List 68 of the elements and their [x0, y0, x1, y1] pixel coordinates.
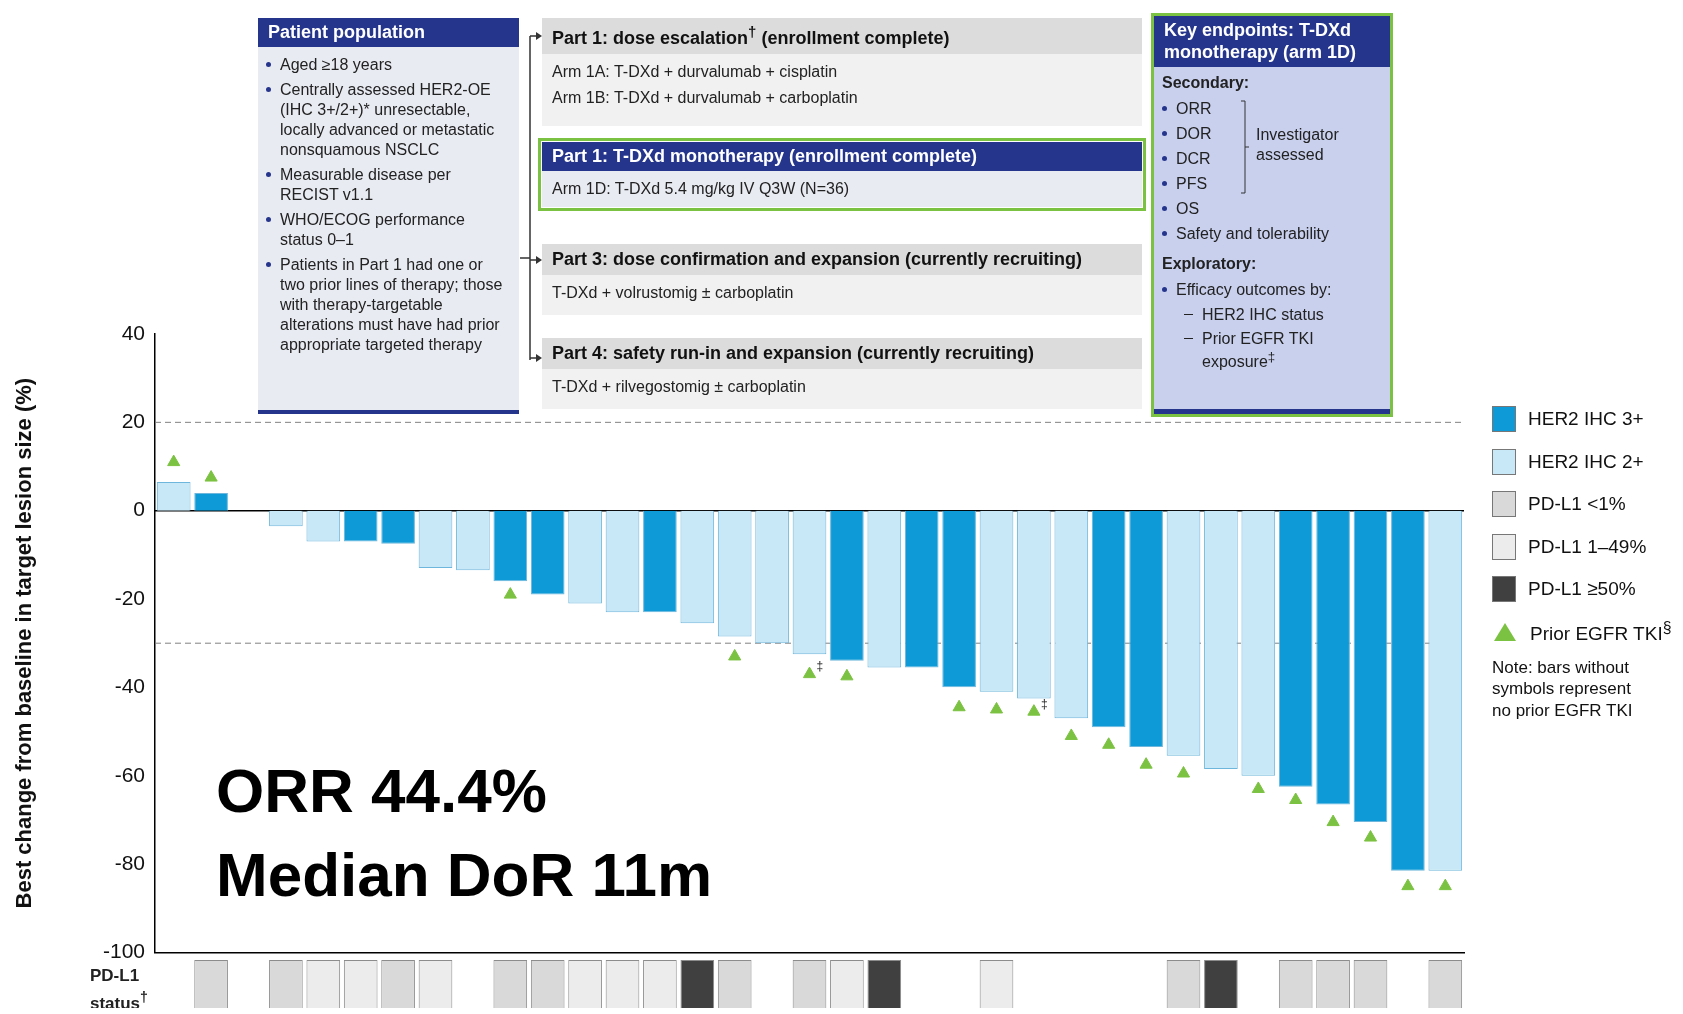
y-tick-label: -20 [114, 585, 145, 609]
point [1438, 878, 1452, 891]
y-tick-label: 40 [121, 320, 145, 344]
point [728, 648, 742, 661]
y-tick-label: -80 [114, 850, 145, 874]
text: HER2 IHC status [1202, 306, 1324, 324]
text: OS [1176, 200, 1200, 218]
point [1401, 878, 1415, 891]
y-tick-label: -40 [114, 674, 145, 698]
y-tick-label: 20 [121, 409, 145, 433]
y-axis-title: Best change from baseline in target lesion size (%) [11, 377, 37, 909]
legend-label: PD-L1 <1% [1528, 492, 1626, 517]
point [952, 699, 966, 712]
point [1251, 781, 1265, 793]
annotation: Median DoR 11m [216, 840, 713, 909]
annotation: T-DXd + rilvegostomig ± carboplatin [542, 369, 1142, 409]
y-tick-label: -100 [102, 939, 145, 963]
point [1139, 757, 1153, 769]
legend-label: Prior EGFR TKI$^{§}$ [1530, 617, 1672, 646]
text: Efficacy outcomes by: [1176, 281, 1332, 299]
text: DOR [1176, 125, 1212, 143]
point [1363, 830, 1378, 842]
point [167, 454, 181, 467]
text: Part 1: dose escalation$^{†}$ (enrollment complete) [552, 23, 950, 48]
text: Patient population [268, 22, 425, 42]
y-axis-title: PD-L1 status$^{†}$ [90, 965, 149, 1010]
legend-label: PD-L1 ≥50% [1528, 577, 1636, 602]
text: Part 1: T-DXd monotherapy (enrollment complete) [552, 146, 978, 166]
text: Arm 1A: T-DXd + durvalumab + cisplatin [552, 63, 838, 80]
text: Safety and tolerability [1176, 225, 1329, 243]
text: Centrally assessed HER2-OE (IHC 3+/2+)* unresectable, locally advanced or metastatic nonsquamous NSCLC [280, 81, 495, 158]
text: Measurable disease per RECIST v1.1 [280, 166, 451, 203]
text: T-DXd + volrustomig ± carboplatin [552, 284, 794, 301]
point [1289, 792, 1303, 805]
legend-label: HER2 IHC 2+ [1528, 449, 1644, 474]
annotation: Prior EGFR TKI exposure$^{‡}$ [1202, 329, 1315, 373]
point [802, 666, 817, 679]
text: Note: bars without symbols represent no prior EGFR TKI [1492, 657, 1634, 721]
point [1102, 737, 1116, 749]
annotation: Patients in Part 1 had one or two prior lines of therapy; those with therapy-targetable alterations must have had prior appropriate targeted therapy [280, 255, 504, 355]
text: Arm 1D: T-DXd 5.4 mg/kg IV Q3W (N=36) [552, 180, 850, 197]
point [840, 668, 854, 681]
text: PFS [1176, 175, 1208, 193]
text: Arm 1B: T-DXd + durvalumab + carboplatin [552, 89, 858, 106]
point [1027, 704, 1041, 716]
text: Investigator assessed [1256, 126, 1339, 164]
point [1064, 728, 1078, 740]
y-tick-label: 0 [133, 497, 145, 521]
data-label: ‡ [816, 659, 824, 674]
text: WHO/ECOG performance status 0–1 [280, 211, 465, 248]
point [503, 587, 517, 599]
data-label: ‡ [1040, 696, 1048, 711]
legend-label: HER2 IHC 3+ [1528, 407, 1644, 432]
point [989, 701, 1004, 714]
y-tick-label: -60 [114, 762, 145, 786]
text: Part 3: dose confirmation and expansion (currently recruiting) [552, 249, 1083, 269]
text: Exploratory: [1162, 255, 1257, 273]
text: Aged ≥18 years [280, 56, 392, 73]
annotation: ORR 44.4% [216, 756, 547, 825]
text: Secondary: [1162, 74, 1250, 92]
text: ORR [1176, 100, 1212, 118]
text: DCR [1176, 150, 1211, 168]
point [1176, 766, 1191, 778]
point [1326, 814, 1340, 827]
legend-label: PD-L1 1–49% [1528, 534, 1647, 559]
text: Key endpoints: T-DXd monotherapy (arm 1D) [1164, 20, 1357, 62]
annotation: Part 4: safety run-in and expansion (currently recruiting) [542, 338, 1142, 369]
point [204, 470, 218, 482]
